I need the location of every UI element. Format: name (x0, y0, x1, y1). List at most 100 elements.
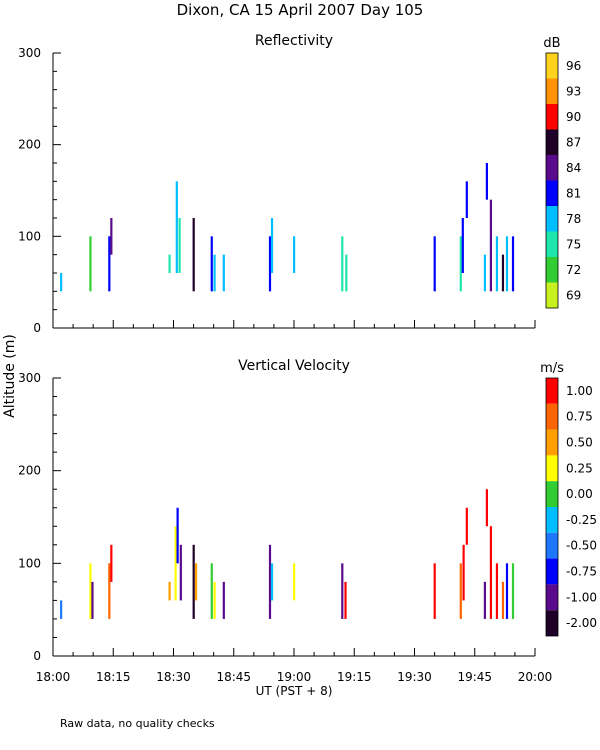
reflectivity-colorbar-unit: dB (543, 36, 560, 51)
reflectivity-echo-14 (293, 236, 296, 273)
vertical-velocity-echo-30 (511, 563, 515, 619)
reflectivity-echo-17 (433, 236, 436, 292)
reflectivity-colorbar-label-6: 81 (566, 186, 581, 200)
reflectivity-echo-8 (192, 218, 195, 292)
reflectivity-echo-15 (341, 236, 344, 292)
vertical-velocity-colorbar-label-3: 0.50 (566, 436, 593, 450)
reflectivity-colorbar-label-2: 93 (566, 84, 581, 98)
vertical-velocity-y-tick-label-100: 100 (18, 556, 41, 570)
vertical-velocity-echo-4 (108, 563, 111, 619)
vertical-velocity-colorbar-label-4: 0.25 (566, 461, 593, 475)
x-tick-label-6: 19:15 (337, 670, 372, 684)
vertical-velocity-colorbar-swatch-9 (546, 584, 558, 611)
reflectivity-echo-12 (268, 236, 272, 292)
reflectivity-colorbar-frame (545, 52, 559, 309)
reflectivity-echo-18 (459, 236, 462, 292)
reflectivity-colorbar-swatch-7 (546, 206, 558, 232)
reflectivity-echo-9 (210, 236, 213, 292)
vertical-velocity-echo-25 (485, 489, 488, 527)
reflectivity-y-tick-label-200: 200 (18, 138, 41, 152)
x-tick-label-5: 19:00 (277, 670, 312, 684)
y-axis-label: Altitude (m) (2, 334, 18, 418)
vertical-velocity-y-tick-label-200: 200 (18, 464, 41, 478)
vertical-velocity-colorbar-swatch-1 (546, 378, 558, 404)
reflectivity-echo-5 (168, 254, 171, 273)
reflectivity-echo-2 (89, 236, 92, 292)
reflectivity-echo-7 (178, 218, 181, 273)
reflectivity-colorbar-label-10: 69 (566, 288, 581, 302)
reflectivity-colorbar-label-8: 75 (566, 237, 581, 251)
vertical-velocity-colorbar-label-5: 0.00 (566, 487, 593, 501)
vertical-velocity-echo-11 (194, 563, 198, 601)
reflectivity-y-tick-label-100: 100 (18, 229, 41, 243)
reflectivity-echo-16 (345, 254, 348, 292)
vertical-velocity-colorbar-unit: m/s (540, 361, 564, 376)
vertical-velocity-colorbar-label-7: -0.50 (566, 539, 597, 553)
vertical-velocity-colorbar-label-8: -0.75 (566, 565, 597, 579)
vertical-velocity-colorbar-swatch-4 (546, 455, 558, 482)
reflectivity-colorbar-label-9: 72 (566, 263, 581, 277)
reflectivity-colorbar-swatch-10 (546, 282, 558, 308)
reflectivity-panel: Reflectivity 0 100 200 300 dB 96 93 90 87 84 81 78 75… (18, 33, 581, 335)
vertical-velocity-echo-22 (462, 544, 465, 601)
reflectivity-colorbar-label-3: 90 (566, 110, 581, 124)
vertical-velocity-echo-3 (91, 581, 94, 619)
reflectivity-colorbar-label-7: 78 (566, 212, 581, 226)
vertical-velocity-echo-27 (495, 563, 499, 619)
vertical-velocity-echo-15 (268, 544, 272, 619)
vertical-velocity-colorbar-label-10: -2.00 (566, 616, 597, 630)
x-tick-label-2: 18:15 (96, 670, 131, 684)
reflectivity-colorbar-swatch-9 (546, 257, 558, 283)
vertical-velocity-echo-26 (489, 526, 493, 619)
reflectivity-colorbar-swatch-4 (546, 129, 558, 155)
vertical-velocity-colorbar-swatch-3 (546, 429, 558, 456)
vertical-velocity-colorbar-swatch-5 (546, 481, 558, 507)
vertical-velocity-colorbar-label-9: -1.00 (566, 590, 597, 604)
vertical-velocity-echo-21 (459, 563, 462, 619)
vertical-velocity-echo-18 (341, 563, 344, 619)
reflectivity-colorbar-swatch-6 (546, 180, 558, 206)
vertical-velocity-echo-20 (433, 563, 436, 619)
reflectivity-colorbar-swatch-2 (546, 78, 558, 104)
reflectivity-colorbar-label-5: 84 (566, 161, 581, 175)
vertical-velocity-echo-28 (501, 581, 505, 619)
vertical-velocity-echo-29 (505, 563, 509, 619)
panels-group: Reflectivity 0 100 200 300 dB 96 93 90 87 84 81 78 75… (18, 33, 597, 684)
reflectivity-colorbar-swatch-8 (546, 231, 558, 257)
vertical-velocity-echo-2 (89, 563, 92, 619)
vertical-velocity-echo-6 (168, 581, 171, 601)
vertical-velocity-echo-1 (60, 600, 63, 619)
vertical-velocity-colorbar-swatch-2 (546, 403, 558, 430)
reflectivity-echo-26 (505, 236, 509, 292)
vertical-velocity-colorbar-label-2: 0.75 (566, 410, 593, 424)
reflectivity-colorbar-label-1: 96 (566, 59, 581, 73)
reflectivity-colorbar-label-4: 87 (566, 135, 581, 149)
reflectivity-y-tick-label-0: 0 (33, 321, 41, 335)
vertical-velocity-colorbar-swatch-7 (546, 532, 558, 559)
figure-title: Dixon, CA 15 April 2007 Day 105 (177, 1, 424, 19)
x-tick-label-1: 18:00 (36, 670, 71, 684)
vertical-velocity-echo-5 (110, 544, 113, 582)
vertical-velocity-colorbar-frame (545, 377, 559, 637)
vertical-velocity-echo-12 (210, 563, 213, 619)
reflectivity-echo-3 (108, 236, 111, 292)
reflectivity-echo-19 (461, 218, 464, 273)
x-axis-label: UT (PST + 8) (256, 684, 333, 698)
vertical-velocity-panel: Vertical Velocity 0 100 200 300 m/s1.00 0.75 0.… (18, 358, 597, 663)
vertical-velocity-echo-16 (270, 563, 274, 601)
reflectivity-echo-24 (495, 236, 499, 292)
reflectivity-echo-25 (501, 254, 505, 292)
vertical-velocity-colorbar-swatch-8 (546, 558, 558, 585)
vertical-velocity-colorbar-swatch-6 (546, 507, 558, 533)
x-tick-label-9: 20:00 (518, 670, 553, 684)
vertical-velocity-echo-13 (213, 581, 216, 619)
reflectivity-colorbar-swatch-5 (546, 155, 558, 181)
reflectivity-echo-20 (465, 181, 468, 218)
reflectivity-y-tick-label-300: 300 (18, 46, 41, 60)
vertical-velocity-echo-14 (222, 581, 225, 619)
x-tick-label-3: 18:30 (156, 670, 191, 684)
reflectivity-echo-4 (110, 218, 113, 255)
vertical-velocity-echo-9 (179, 544, 182, 601)
reflectivity-echo-6 (175, 181, 178, 273)
